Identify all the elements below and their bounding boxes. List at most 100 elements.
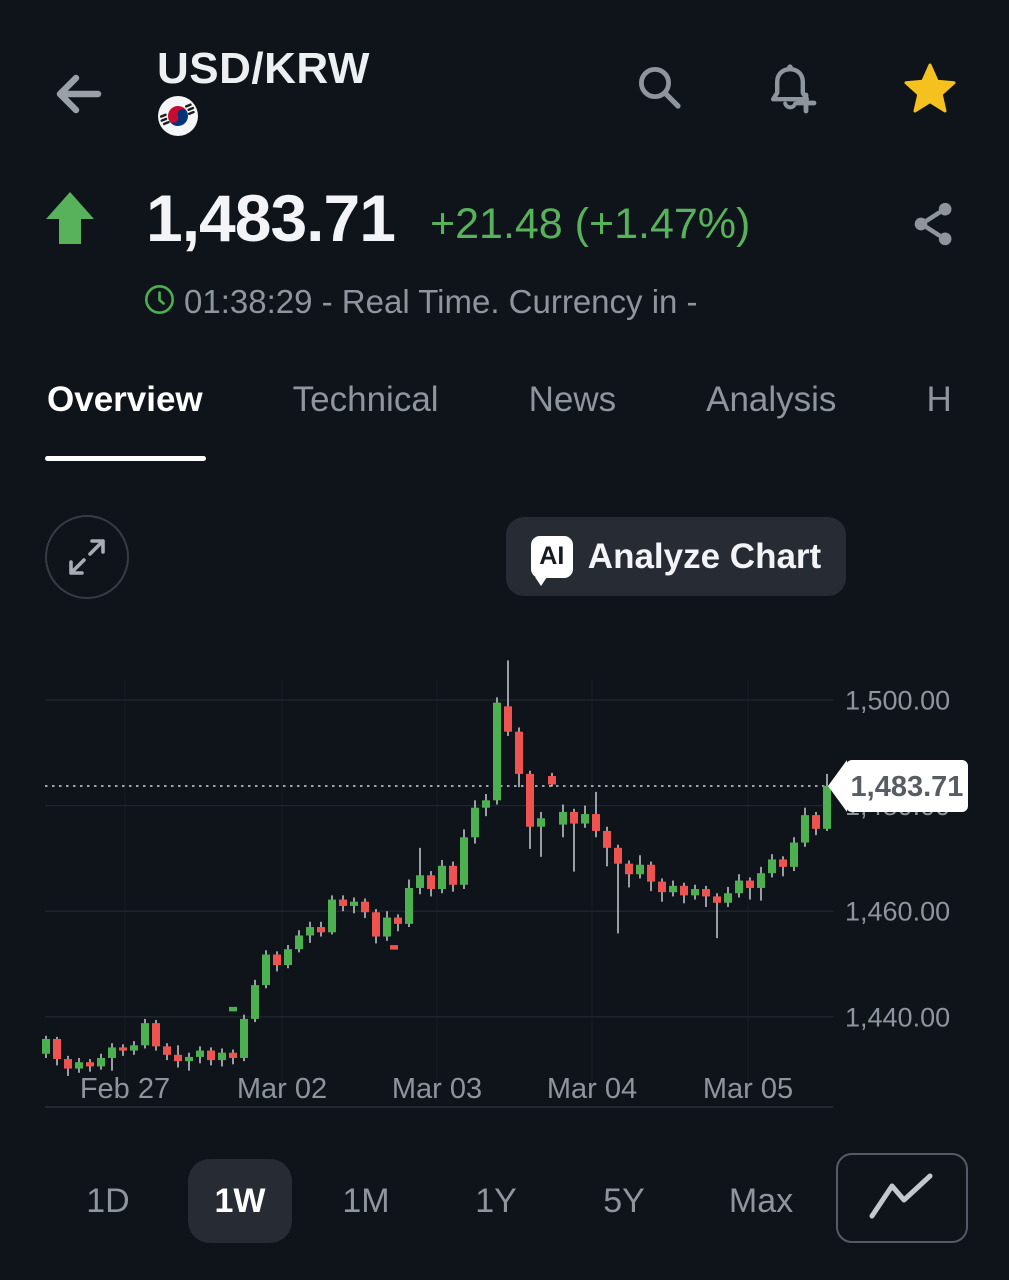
candle-body [306, 927, 314, 936]
candle-body [603, 830, 611, 848]
candle-body [812, 815, 820, 829]
candle-body [658, 881, 666, 893]
candle-body [779, 859, 787, 867]
candle-body [504, 706, 512, 732]
timeframe-1y[interactable]: 1Y [475, 1182, 517, 1220]
candle-body [185, 1056, 193, 1062]
candle-body [680, 885, 688, 896]
candle-body [691, 889, 699, 896]
candle-body [735, 880, 743, 894]
candle-body [240, 1018, 248, 1058]
candle-body [108, 1047, 116, 1058]
candle-body [53, 1038, 61, 1060]
tab-analysis[interactable]: Analysis [706, 380, 837, 419]
candle-body [768, 859, 776, 874]
candle-body [251, 985, 259, 1019]
price-up-arrow-icon [46, 192, 94, 244]
candle-body [757, 873, 765, 888]
tab-h[interactable]: H [926, 380, 952, 419]
chart-type-button[interactable] [836, 1153, 968, 1243]
candle-body [372, 912, 380, 937]
x-axis-label: Mar 03 [392, 1073, 482, 1105]
price-change: +21.48 (+1.47%) [430, 200, 751, 248]
share-icon[interactable] [908, 198, 960, 250]
timeframe-5y[interactable]: 5Y [603, 1182, 645, 1220]
tab-technical[interactable]: Technical [292, 380, 439, 419]
candle-body [570, 811, 578, 824]
last-price-tag [846, 760, 968, 813]
candle-body [790, 842, 798, 867]
candle-body [581, 814, 589, 824]
timeframe-max[interactable]: Max [728, 1182, 794, 1220]
candle-body [460, 837, 468, 885]
candle-body [427, 875, 435, 890]
candle-body [548, 776, 556, 785]
candle-body [647, 864, 655, 882]
timeframe-1m[interactable]: 1M [342, 1182, 390, 1220]
candle-body [207, 1050, 215, 1061]
favorite-star-icon[interactable] [902, 61, 958, 117]
candle-body [625, 863, 633, 875]
session-info: 01:38:29 - Real Time. Currency in - [184, 283, 698, 320]
candle-body [801, 815, 809, 843]
candle-body [163, 1046, 171, 1055]
ai-icon: AI [530, 535, 573, 586]
candle-body [350, 901, 358, 906]
active-tab-underline [45, 456, 206, 461]
timeframe-1w[interactable]: 1W [188, 1159, 292, 1243]
clock-icon [145, 285, 174, 314]
candle-body [361, 901, 369, 913]
candle-body [702, 889, 710, 897]
search-icon[interactable] [634, 62, 686, 114]
back-arrow-icon[interactable] [52, 72, 104, 116]
candle-body [416, 875, 424, 888]
candle-body [394, 917, 402, 924]
candle-body [669, 885, 677, 893]
candle-body [383, 917, 391, 937]
tab-overview[interactable]: Overview [47, 380, 203, 419]
candle-body [537, 818, 545, 827]
candle-body [273, 954, 281, 966]
last-price-tag-pointer [828, 760, 847, 813]
x-axis-label: Mar 04 [547, 1073, 637, 1105]
timeframe-1d[interactable]: 1D [86, 1182, 130, 1220]
last-price: 1,483.71 [146, 181, 396, 255]
candle-body [493, 702, 501, 801]
candle-body [152, 1023, 160, 1047]
candle-body [328, 899, 336, 933]
analyze-chart-label: Analyze Chart [587, 536, 822, 576]
timeframe-bar: 1D 1W 1M 1Y 5Y Max [0, 1155, 1009, 1247]
x-axis-label: Mar 02 [237, 1073, 327, 1105]
candle-body [141, 1023, 149, 1046]
candle-body [405, 887, 413, 924]
candle-body [471, 807, 479, 838]
tab-news[interactable]: News [528, 380, 617, 419]
candle-body [64, 1059, 72, 1069]
candle-body [339, 899, 347, 906]
page-title: USD/KRW [157, 44, 370, 93]
y-axis-label: 1,440.00 [845, 1002, 950, 1032]
candle-body [284, 949, 292, 966]
candle-body [823, 786, 831, 829]
candle-body [295, 935, 303, 950]
candle-body [75, 1062, 83, 1069]
analyze-chart-button[interactable]: AI Analyze Chart [506, 517, 846, 596]
price-chart[interactable]: 1,500.001,480.001,460.001,440.001,483.71… [0, 630, 1009, 1130]
candle-body [130, 1045, 138, 1051]
alert-bell-plus-icon[interactable] [762, 60, 822, 120]
candle-body [614, 847, 622, 864]
candle-body [229, 1052, 237, 1058]
candle-body [174, 1054, 182, 1062]
candle-body [97, 1057, 105, 1067]
candle-body [119, 1047, 127, 1051]
candle-body [438, 865, 446, 890]
south-korea-flag-icon [158, 96, 198, 136]
candle-body [42, 1038, 50, 1054]
candle-body [449, 865, 457, 885]
y-axis-label: 1,460.00 [845, 897, 950, 927]
candle-body [713, 896, 721, 903]
candle-body [636, 864, 644, 875]
candle-body [317, 927, 325, 933]
expand-chart-button[interactable] [45, 515, 129, 599]
